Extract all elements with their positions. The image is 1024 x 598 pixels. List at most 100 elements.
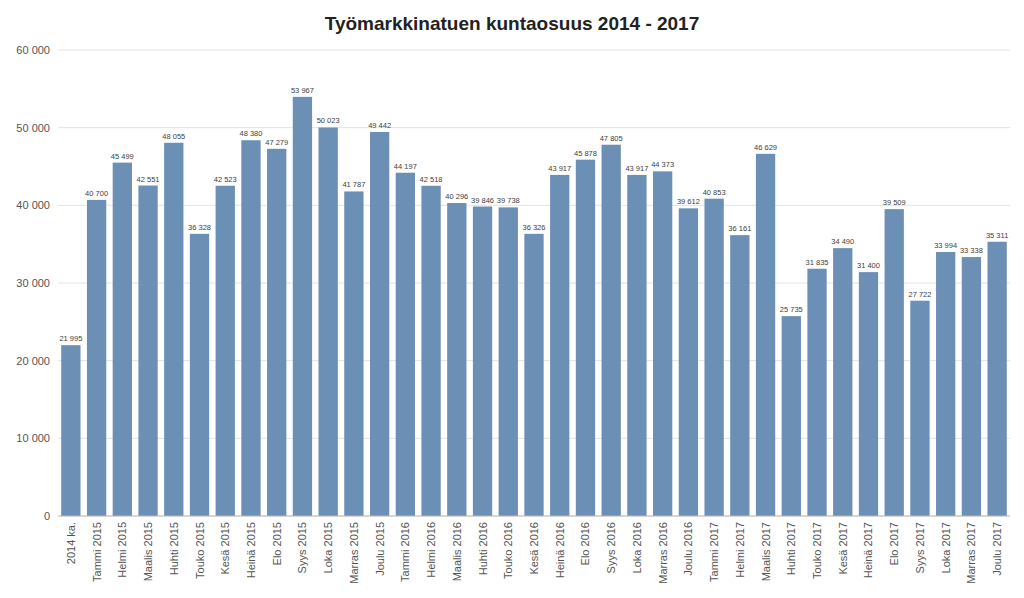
chart: Työmarkkinatuen kuntaosuus 2014 - 201701… (0, 0, 1024, 598)
data-label: 40 700 (85, 189, 108, 198)
x-tick-label: Helmi 2015 (116, 522, 128, 578)
x-tick-label: Syys 2015 (296, 522, 308, 573)
x-tick-label: Helmi 2016 (425, 522, 437, 578)
data-label: 27 722 (908, 290, 931, 299)
data-label: 33 994 (934, 241, 957, 250)
data-labels: 21 99540 70045 49942 55148 05536 32842 5… (59, 86, 1008, 343)
data-label: 40 853 (703, 188, 726, 197)
x-tick-label: Huhti 2015 (168, 522, 180, 575)
x-tick-label: Touko 2016 (502, 522, 514, 579)
x-tick-label: Helmi 2017 (734, 522, 746, 578)
x-tick-label: Maalis 2017 (760, 522, 772, 581)
data-label: 21 995 (59, 334, 82, 343)
x-tick-label: Syys 2016 (605, 522, 617, 573)
bar (807, 269, 826, 516)
data-label: 42 518 (420, 175, 443, 184)
bar (447, 203, 466, 516)
bar (524, 234, 543, 516)
data-label: 45 499 (111, 152, 134, 161)
x-tick-label: Syys 2017 (914, 522, 926, 573)
data-label: 44 373 (651, 160, 674, 169)
bar (782, 316, 801, 516)
grid-line (58, 127, 1010, 128)
data-label: 46 629 (754, 143, 777, 152)
data-label: 40 296 (445, 192, 468, 201)
bar (113, 163, 132, 516)
bar (293, 97, 312, 516)
title: Työmarkkinatuen kuntaosuus 2014 - 2017 (325, 13, 700, 34)
x-tick-label: Joulu 2016 (682, 522, 694, 576)
x-tick-label: Kesä 2017 (837, 522, 849, 575)
data-label: 45 878 (574, 149, 597, 158)
x-tick-label: Elo 2017 (888, 522, 900, 565)
data-label: 25 735 (780, 305, 803, 314)
bar (627, 175, 646, 516)
data-label: 42 523 (214, 175, 237, 184)
bar (910, 301, 929, 516)
bar (987, 242, 1006, 516)
bar (550, 175, 569, 516)
x-tick-label: Heinä 2016 (554, 522, 566, 578)
data-label: 42 551 (137, 175, 160, 184)
bar (756, 154, 775, 516)
x-tick-label: Kesä 2016 (528, 522, 540, 575)
data-label: 33 338 (960, 246, 983, 255)
y-axis: 010 00020 00030 00040 00050 00060 000 (16, 44, 1010, 522)
x-axis-line (58, 516, 1010, 517)
bar (499, 207, 518, 516)
bar (833, 248, 852, 516)
x-tick-label: Maalis 2015 (142, 522, 154, 581)
x-tick-label: 2014 ka. (65, 522, 77, 564)
x-tick-label: Joulu 2015 (374, 522, 386, 576)
data-label: 41 787 (342, 180, 365, 189)
bar (164, 143, 183, 516)
y-tick-label: 40 000 (16, 199, 50, 211)
x-tick-label: Joulu 2017 (991, 522, 1003, 576)
bar (679, 208, 698, 516)
bar (936, 252, 955, 516)
y-tick-label: 10 000 (16, 432, 50, 444)
data-label: 47 805 (600, 134, 623, 143)
x-tick-label: Loka 2015 (322, 522, 334, 573)
x-tick-label: Touko 2015 (194, 522, 206, 579)
x-tick-label: Huhti 2016 (477, 522, 489, 575)
bar (344, 191, 363, 516)
data-label: 50 023 (317, 116, 340, 125)
data-label: 39 846 (471, 196, 494, 205)
x-tick-label: Tammi 2017 (708, 522, 720, 582)
x-tick-label: Huhti 2017 (785, 522, 797, 575)
bar (473, 207, 492, 516)
bar (61, 345, 80, 516)
data-label: 47 279 (265, 138, 288, 147)
x-tick-label: Tammi 2016 (399, 522, 411, 582)
x-axis: 2014 ka. Tammi 2015 Helmi 2015 Maalis 2015 H… (65, 522, 1003, 584)
bar (370, 132, 389, 516)
data-label: 49 442 (368, 121, 391, 130)
bar (730, 235, 749, 516)
data-label: 39 612 (677, 197, 700, 206)
x-tick-label: Tammi 2015 (91, 522, 103, 582)
x-tick-label: Maalis 2016 (451, 522, 463, 581)
data-label: 39 738 (497, 196, 520, 205)
y-tick-label: 20 000 (16, 355, 50, 367)
bar (704, 199, 723, 516)
grid-line (58, 516, 1010, 517)
data-label: 36 326 (523, 223, 546, 232)
bar (319, 127, 338, 516)
x-tick-label: Heinä 2015 (245, 522, 257, 578)
data-label: 31 835 (806, 258, 829, 267)
y-tick-label: 30 000 (16, 277, 50, 289)
bar (190, 234, 209, 516)
data-label: 53 967 (291, 86, 314, 95)
x-tick-label: Elo 2015 (271, 522, 283, 565)
data-label: 43 917 (625, 164, 648, 173)
data-label: 48 055 (162, 132, 185, 141)
x-tick-label: Touko 2017 (811, 522, 823, 579)
data-label: 39 509 (883, 198, 906, 207)
x-tick-label: Kesä 2015 (219, 522, 231, 575)
data-label: 31 400 (857, 261, 880, 270)
grid-line (58, 50, 1010, 51)
bars (61, 97, 1007, 516)
x-tick-label: Loka 2017 (940, 522, 952, 573)
data-label: 48 380 (239, 129, 262, 138)
